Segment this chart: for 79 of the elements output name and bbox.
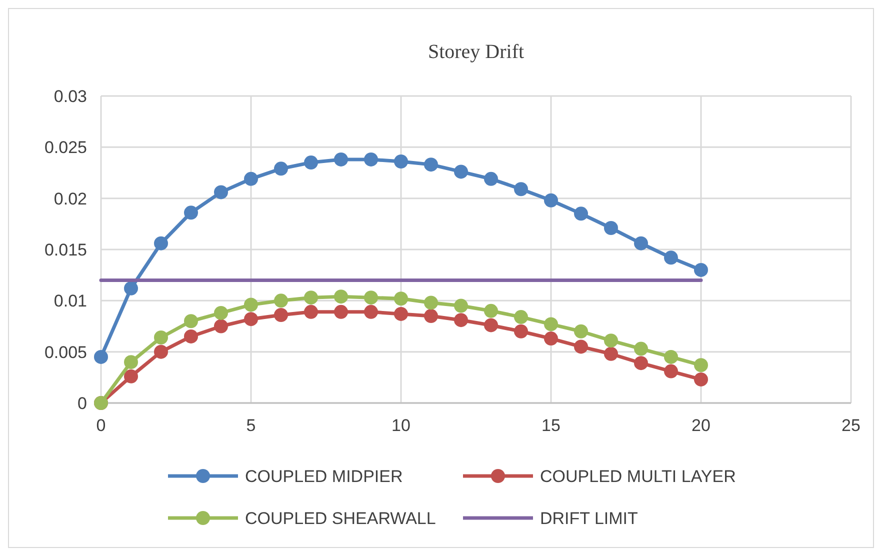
point (544, 317, 558, 332)
legend-label: COUPLED MIDPIER (245, 466, 403, 486)
point (244, 312, 258, 326)
point (664, 350, 678, 364)
y-tick-label: 0.02 (54, 189, 87, 208)
point (484, 304, 498, 318)
point (334, 304, 348, 319)
point (544, 332, 558, 346)
point (244, 298, 258, 312)
point (574, 206, 588, 221)
point (634, 342, 648, 356)
point (544, 193, 558, 208)
point (214, 185, 228, 200)
point (604, 221, 618, 236)
legend-label: COUPLED MULTI LAYER (540, 466, 736, 486)
legend-label: DRIFT LIMIT (540, 508, 638, 528)
point (514, 182, 528, 196)
point (124, 281, 138, 296)
point (574, 324, 588, 338)
point (574, 340, 588, 354)
point (454, 164, 468, 179)
x-tick-label: 0 (96, 416, 106, 435)
point (694, 372, 708, 386)
point (184, 314, 198, 328)
point (604, 346, 618, 361)
point (364, 152, 378, 166)
point (304, 156, 318, 170)
point (424, 296, 438, 310)
point (484, 172, 498, 186)
point (184, 329, 198, 344)
point (634, 356, 648, 370)
point (514, 310, 528, 324)
y-tick-label: 0.015 (44, 240, 87, 260)
point (424, 158, 438, 172)
point (154, 330, 168, 345)
y-tick-label: 0.025 (44, 138, 87, 158)
point (394, 292, 408, 306)
point (394, 306, 408, 321)
legend-label: COUPLED SHEARWALL (245, 508, 436, 528)
x-tick-label: 15 (542, 416, 560, 435)
point (154, 344, 168, 359)
point (154, 236, 168, 250)
point (124, 355, 138, 370)
point (694, 358, 708, 372)
point (304, 304, 318, 319)
point (694, 262, 708, 277)
point (274, 162, 288, 176)
y-tick-label: 0.03 (54, 86, 87, 106)
point (334, 290, 348, 304)
chart-title: Storey Drift (428, 41, 524, 63)
point (304, 290, 318, 305)
point (274, 294, 288, 308)
point (394, 154, 408, 168)
point (274, 308, 288, 322)
x-tick-label: 5 (246, 416, 256, 435)
point (94, 350, 108, 364)
point (454, 313, 468, 328)
point (484, 318, 498, 332)
point (514, 324, 528, 338)
point (364, 290, 378, 305)
y-tick-label: 0.005 (44, 342, 87, 362)
point (214, 306, 228, 320)
x-tick-label: 10 (392, 416, 410, 435)
point (334, 152, 348, 166)
point (604, 334, 618, 348)
point (214, 319, 228, 334)
point (664, 364, 678, 378)
point (244, 172, 258, 186)
point (184, 206, 198, 220)
x-tick-label: 20 (692, 416, 710, 435)
point (634, 236, 648, 250)
y-tick-label: 0.01 (54, 292, 87, 311)
y-tick-label: 0 (78, 394, 87, 413)
point (424, 309, 438, 324)
point (664, 250, 678, 265)
point (124, 369, 138, 384)
x-tick-label: 25 (842, 416, 860, 435)
point (364, 304, 378, 319)
point (454, 298, 468, 313)
